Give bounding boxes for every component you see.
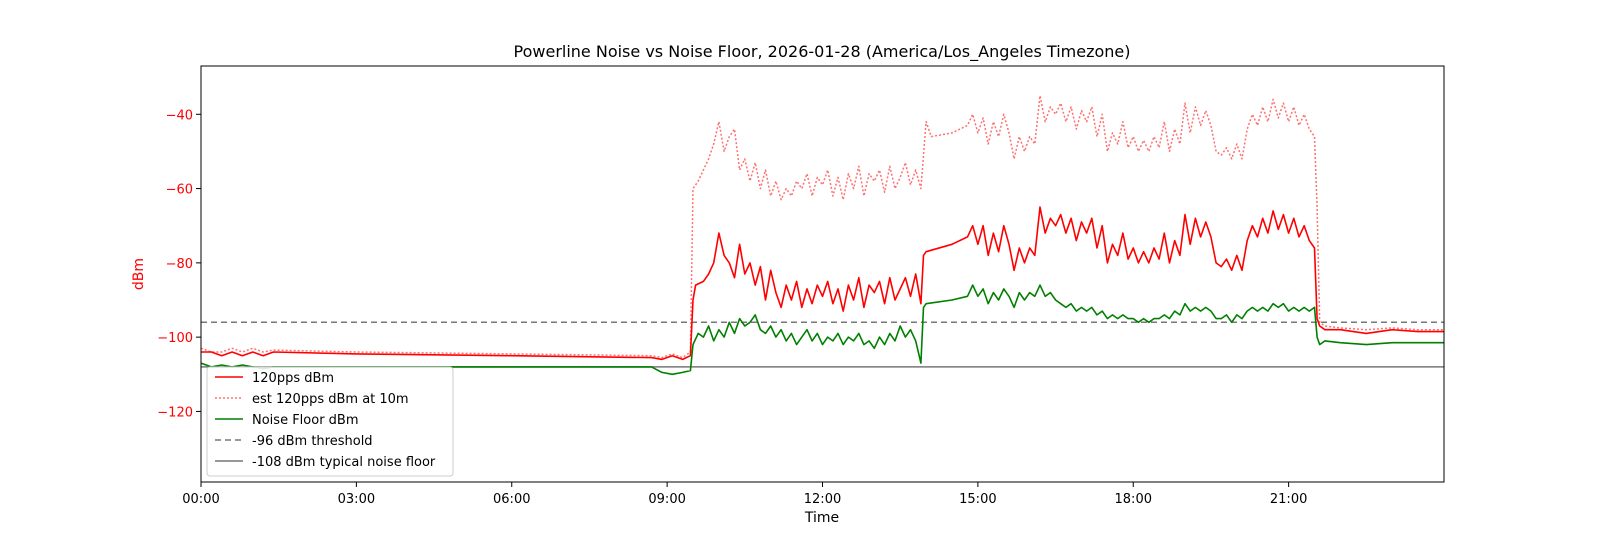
series-line-noise-floor-dbm	[201, 284, 1444, 376]
y-tick-label: −120	[157, 405, 193, 420]
x-tick-label: 03:00	[338, 492, 375, 507]
legend-label-est-120pps-dbm-at-10m: est 120pps dBm at 10m	[252, 392, 409, 407]
x-tick-label: 21:00	[1270, 492, 1307, 507]
x-tick-label: 18:00	[1115, 492, 1152, 507]
x-tick-label: 00:00	[182, 492, 219, 507]
x-tick-label: 12:00	[804, 492, 841, 507]
series-line-120pps-dbm	[201, 206, 1444, 361]
y-tick-label: −100	[157, 331, 193, 346]
x-tick-label: 15:00	[959, 492, 996, 507]
y-axis-label: dBm	[131, 258, 147, 290]
legend-label-96-dbm-threshold: -96 dBm threshold	[252, 434, 373, 449]
x-axis-label: Time	[804, 510, 839, 526]
legend: 120pps dBm est 120pps dBm at 10m Noise Flo…	[206, 366, 454, 477]
legend-label-108-dbm-typical-noise-floor: -108 dBm typical noise floor	[252, 455, 436, 470]
y-tick-label: −60	[166, 183, 193, 198]
y-axis-ticks: −40 −60 −80 −100 −120	[157, 108, 201, 420]
legend-label-120pps-dbm: 120pps dBm	[252, 371, 334, 386]
legend-label-noise-floor-dbm: Noise Floor dBm	[252, 413, 359, 428]
y-tick-label: −40	[166, 108, 193, 123]
x-tick-label: 06:00	[493, 492, 530, 507]
legend-box	[206, 366, 454, 477]
x-axis-ticks: 00:00 03:00 06:00 09:00 12:00 15:00 18:00 21:00	[182, 482, 1307, 507]
series-line-est-120pps-dbm-at-10m	[201, 94, 1444, 359]
x-tick-label: 09:00	[648, 492, 685, 507]
y-tick-label: −80	[166, 257, 193, 272]
chart-title: Powerline Noise vs Noise Floor, 2026-01-…	[514, 42, 1131, 62]
